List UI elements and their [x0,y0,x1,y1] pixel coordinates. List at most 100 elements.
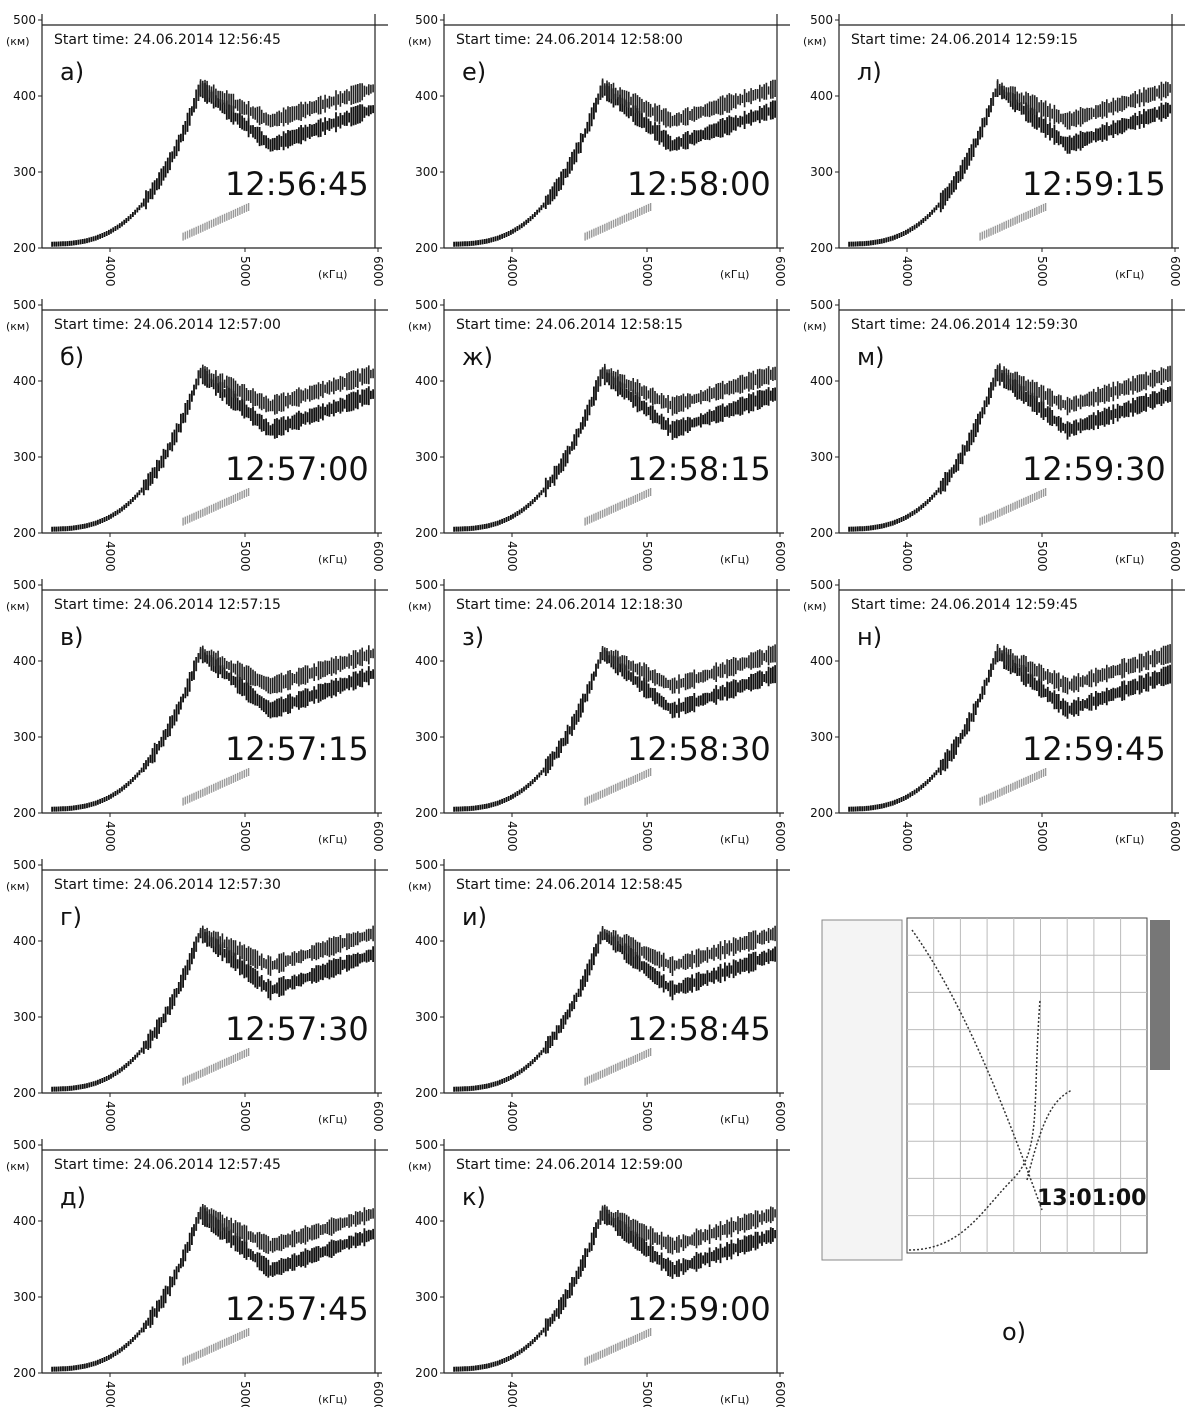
y-tick-label: 400 [13,1214,36,1228]
x-tick-label: 5000 [238,821,252,852]
side-panel [821,919,903,1261]
y-tick-label: 300 [415,1010,438,1024]
ionogram-panel: 500 400 300 200 (км) 4000 5000 6000 (кГц) Start t… [6,1138,388,1407]
y-tick-label: 200 [13,1366,36,1380]
y-tick-label: 400 [415,654,438,668]
y-tick-label: 300 [13,730,36,744]
x-unit: (кГц) [720,1113,749,1126]
y-tick-label: 500 [415,858,438,872]
start-time: Start time: 24.06.2014 12:59:30 [851,317,1078,333]
y-unit: (км) [803,35,827,48]
y-unit: (км) [6,320,30,333]
y-tick-label: 200 [415,1086,438,1100]
start-time: Start time: 24.06.2014 12:18:30 [456,597,683,613]
y-tick-label: 500 [415,578,438,592]
y-tick-label: 200 [415,806,438,820]
trace [193,645,374,695]
trace [979,488,1047,526]
panel-label: л) [857,58,882,86]
x-tick-label: 5000 [238,256,252,287]
ionogram-panel: 500 400 300 200 (км) 4000 5000 6000 (кГц) Start t… [803,578,1185,852]
y-tick-label: 300 [415,730,438,744]
start-time: Start time: 24.06.2014 12:57:45 [54,1157,281,1173]
trace [595,363,776,416]
y-tick-label: 400 [415,1214,438,1228]
panel-label: г) [60,903,82,931]
x-tick-label: 5000 [238,1381,252,1407]
x-tick-label: 4000 [505,256,519,287]
x-tick-label: 5000 [640,256,654,287]
panel-label: и) [462,903,487,931]
trace [584,488,652,526]
ionogram-panel: 500 400 300 200 (км) 4000 5000 6000 (кГц) Start t… [6,858,388,1132]
panel-label: б) [60,343,84,371]
y-unit: (км) [408,1160,432,1173]
x-tick-label: 6000 [371,821,385,852]
x-tick-label: 5000 [640,1101,654,1132]
y-unit: (км) [6,600,30,613]
y-tick-label: 300 [415,450,438,464]
ionogram-panel: 500 400 300 200 (км) 4000 5000 6000 (кГц) Start t… [408,298,790,572]
y-tick-label: 300 [13,165,36,179]
y-tick-label: 400 [13,654,36,668]
panel-label: в) [60,623,84,651]
x-unit: (кГц) [318,1393,347,1406]
y-tick-label: 500 [415,1138,438,1152]
start-time: Start time: 24.06.2014 12:59:45 [851,597,1078,613]
y-tick-label: 500 [415,298,438,312]
time-label: 12:57:30 [225,1010,369,1048]
trace [979,203,1047,241]
x-unit: (кГц) [720,268,749,281]
start-time: Start time: 24.06.2014 12:59:00 [456,1157,683,1173]
y-tick-label: 200 [13,241,36,255]
x-tick-label: 6000 [773,541,787,572]
time-label: 12:57:00 [225,450,369,488]
y-tick-label: 300 [810,165,833,179]
trace [584,203,652,241]
y-tick-label: 300 [810,730,833,744]
y-tick-label: 300 [415,1290,438,1304]
start-time: Start time: 24.06.2014 12:58:15 [456,317,683,333]
y-tick-label: 200 [415,526,438,540]
y-tick-label: 500 [810,578,833,592]
y-tick-label: 200 [810,526,833,540]
trace [193,364,374,415]
x-tick-label: 6000 [773,256,787,287]
x-tick-label: 4000 [505,541,519,572]
x-tick-label: 4000 [103,256,117,287]
panel-label: о) [1002,1318,1026,1346]
y-tick-label: 500 [13,13,36,27]
trace [595,78,776,128]
trace [979,768,1047,806]
ionogram-panel: 500 400 300 200 (км) 4000 5000 6000 (кГц) Start t… [408,578,790,852]
time-label: 13:01:00 [1037,1186,1146,1211]
y-tick-label: 200 [415,1366,438,1380]
y-unit: (км) [803,320,827,333]
x-unit: (кГц) [1115,553,1144,566]
panel-label: к) [462,1183,486,1211]
x-tick-label: 5000 [1035,821,1049,852]
ionogram-frame [906,917,1148,1254]
y-tick-label: 300 [13,1010,36,1024]
ionogram-panel: 500 400 300 200 (км) 4000 5000 6000 (кГц) Start t… [6,298,388,572]
trace [908,929,1073,1251]
x-tick-label: 6000 [371,1381,385,1407]
y-tick-label: 200 [810,806,833,820]
y-tick-label: 500 [13,1138,36,1152]
panel-label: ж) [462,343,493,371]
trace [990,79,1171,130]
y-unit: (км) [6,880,30,893]
y-tick-label: 400 [810,654,833,668]
y-tick-label: 400 [810,374,833,388]
x-unit: (кГц) [318,268,347,281]
y-tick-label: 400 [13,374,36,388]
trace [595,925,776,976]
time-label: 12:57:45 [225,1290,369,1328]
x-tick-label: 4000 [900,821,914,852]
trace [595,644,776,694]
y-unit: (км) [408,600,432,613]
start-time: Start time: 24.06.2014 12:57:30 [54,877,281,893]
start-time: Start time: 24.06.2014 12:56:45 [54,32,281,48]
x-unit: (кГц) [318,1113,347,1126]
trace [182,768,250,806]
